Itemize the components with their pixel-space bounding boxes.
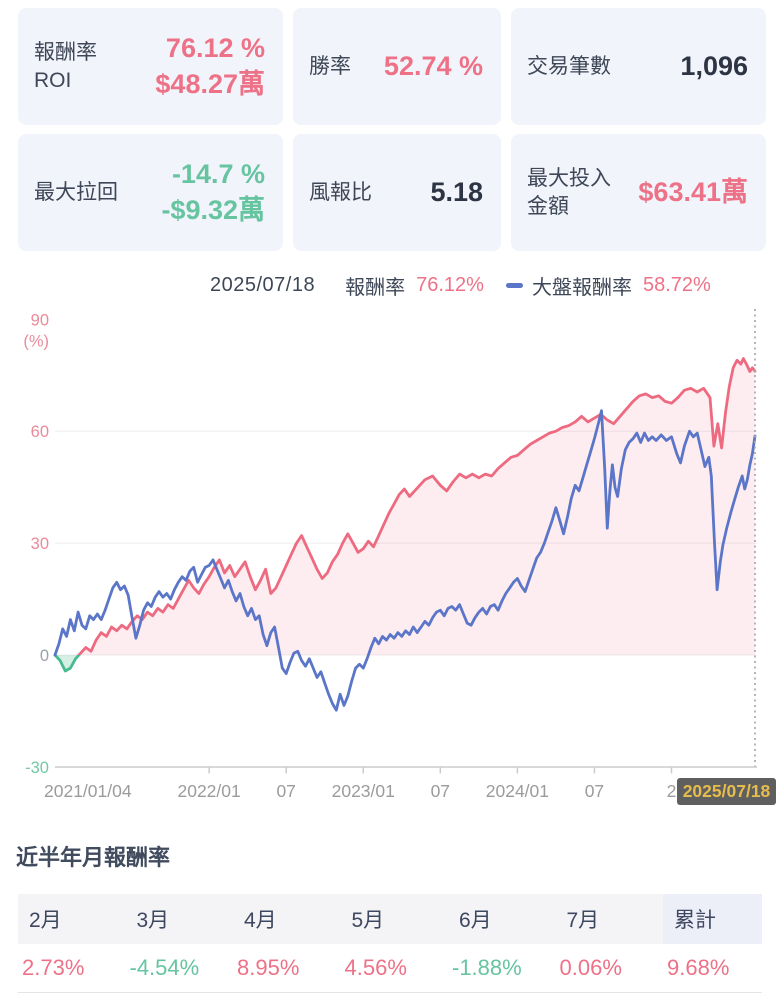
stat-card-risk-reward: 風報比 5.18 bbox=[293, 134, 501, 251]
x-axis-label: 2022/01 bbox=[177, 781, 240, 801]
x-axis-label: 2021/01/04 bbox=[44, 781, 132, 801]
month-column-header: 6月 bbox=[459, 909, 492, 932]
stat-value-roi: 76.12 % $48.27萬 bbox=[155, 31, 265, 102]
month-return-value: 2.73% bbox=[22, 955, 85, 980]
y-axis-label: 90 bbox=[31, 311, 49, 329]
stat-value-roi-percent: 76.12 % bbox=[165, 32, 265, 63]
month-column-header: 7月 bbox=[566, 909, 600, 932]
month-return-value: -1.88% bbox=[452, 955, 522, 980]
monthly-returns-section: 近半年月報酬率 2月 3月 4月 5月 6月 7月 累計 2.73% -4.54% 8.95% 4… bbox=[0, 840, 780, 993]
y-axis-label: 60 bbox=[31, 423, 49, 441]
stat-label-win-rate: 勝率 bbox=[309, 54, 351, 78]
stat-label-max-drawdown: 最大拉回 bbox=[34, 180, 118, 204]
market-series-label: 大盤報酬率 bbox=[531, 276, 632, 299]
x-axis-label: 07 bbox=[585, 781, 604, 801]
strategy-series-value: 76.12% bbox=[416, 273, 484, 296]
chart-tooltip-legend: 2025/07/18 報酬率 76.12% 大盤報酬率 58.72% bbox=[0, 251, 780, 301]
strategy-area-positive bbox=[55, 358, 755, 655]
market-return-line bbox=[53, 409, 757, 712]
strategy-return-line bbox=[53, 357, 757, 655]
strategy-series-label: 報酬率 bbox=[345, 276, 406, 299]
x-axis-label: 2023/01 bbox=[332, 781, 395, 801]
stats-card-grid: 報酬率 ROI 76.12 % $48.27萬 勝率 52.74 % 交易筆數 … bbox=[0, 0, 780, 251]
market-legend-dash-icon bbox=[505, 282, 523, 288]
tooltip-date: 2025/07/18 bbox=[210, 273, 316, 296]
y-axis-label: 30 bbox=[31, 535, 49, 553]
stat-label-roi: 報酬率 ROI bbox=[34, 41, 97, 92]
month-return-value: 8.95% bbox=[237, 955, 300, 980]
month-column-header: 5月 bbox=[351, 909, 385, 932]
month-return-value: 9.68% bbox=[667, 955, 730, 980]
x-axis-label: 07 bbox=[276, 781, 295, 801]
stat-label-max-invested: 最大投入 金額 bbox=[527, 167, 611, 218]
monthly-returns-value-row: 2.73% -4.54% 8.95% 4.56% -1.88% 0.06% 9.68% bbox=[18, 944, 762, 993]
x-axis-label: 2 bbox=[667, 781, 677, 801]
month-column-header: 4月 bbox=[244, 909, 277, 932]
stat-label-risk-reward: 風報比 bbox=[309, 180, 372, 204]
cursor-date-badge-label: 2025/07/18 bbox=[683, 781, 771, 801]
x-axis-label: 2024/01 bbox=[486, 781, 549, 801]
y-axis-label: -30 bbox=[25, 759, 49, 777]
stat-card-roi: 報酬率 ROI 76.12 % $48.27萬 bbox=[18, 8, 283, 125]
monthly-returns-header-row: 2月 3月 4月 5月 6月 7月 累計 bbox=[18, 894, 762, 944]
month-column-header: 累計 bbox=[663, 894, 762, 944]
market-series-value: 58.72% bbox=[642, 273, 711, 296]
stat-value-roi-amount: $48.27萬 bbox=[155, 68, 265, 99]
x-axis-label: 07 bbox=[431, 781, 450, 801]
month-return-value: 4.56% bbox=[344, 955, 407, 980]
month-column-header: 2月 bbox=[29, 909, 62, 932]
stat-label-trade-count: 交易筆數 bbox=[527, 54, 611, 78]
stat-value-max-drawdown-amount: -$9.32萬 bbox=[161, 194, 265, 225]
stat-card-win-rate: 勝率 52.74 % bbox=[293, 8, 501, 125]
stat-value-risk-reward: 5.18 bbox=[430, 176, 483, 207]
y-axis-unit-label: (%) bbox=[23, 332, 49, 350]
y-axis-label: 0 bbox=[40, 647, 49, 665]
stat-value-max-invested: $63.41萬 bbox=[638, 176, 748, 207]
monthly-returns-title: 近半年月報酬率 bbox=[16, 845, 171, 870]
returns-line-chart[interactable]: 90 60 30 0 -30 (%) 2021/01/04 2022/01 07 2023/01 0… bbox=[0, 301, 780, 816]
month-column-header: 3月 bbox=[136, 909, 170, 932]
stat-value-max-drawdown: -14.7 % -$9.32萬 bbox=[161, 157, 265, 228]
month-return-value: 0.06% bbox=[559, 955, 622, 980]
stat-value-trade-count: 1,096 bbox=[680, 50, 748, 81]
market-series-legend-toggle[interactable]: 大盤報酬率 58.72% bbox=[505, 271, 711, 300]
month-return-value: -4.54% bbox=[129, 955, 200, 980]
stat-card-trade-count: 交易筆數 1,096 bbox=[511, 8, 766, 125]
stat-card-max-drawdown: 最大拉回 -14.7 % -$9.32萬 bbox=[18, 134, 283, 251]
stat-value-max-drawdown-percent: -14.7 % bbox=[171, 158, 265, 189]
cursor-date-badge bbox=[677, 778, 776, 805]
stat-card-max-invested: 最大投入 金額 $63.41萬 bbox=[511, 134, 766, 251]
stat-value-win-rate: 52.74 % bbox=[383, 50, 483, 81]
